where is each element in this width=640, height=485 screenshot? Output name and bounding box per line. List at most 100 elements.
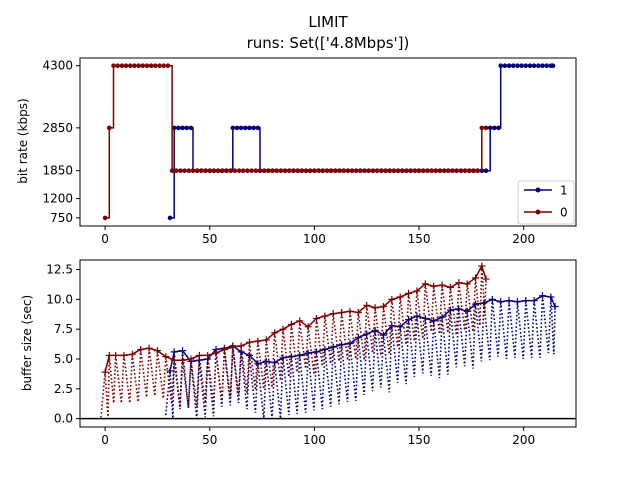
buffer-sawtooth-segment [156, 350, 167, 399]
bitrate-point [236, 168, 242, 173]
bitrate-point [536, 63, 541, 68]
bitrate-point [479, 125, 485, 131]
bitrate-point [425, 168, 430, 173]
buffer-sawtooth-segment [215, 349, 226, 401]
bitrate-point [176, 125, 181, 131]
bitrate-x-ticks: 0 50 100 150 200 [101, 226, 535, 246]
bitrate-point [337, 168, 342, 173]
buffer-point [482, 275, 490, 283]
buffer-point [472, 274, 480, 282]
buffer-y-tick-label: 0.0 [54, 412, 73, 426]
buffer-sawtooth-segment [365, 330, 376, 392]
buffer-sawtooth-segment [139, 348, 150, 398]
legend-label-series-1: 1 [560, 184, 568, 198]
bitrate-x-tick-label: 50 [202, 232, 217, 246]
bitrate-point [167, 215, 173, 221]
bitrate-point [358, 168, 363, 173]
bitrate-point [412, 168, 418, 173]
bitrate-point [253, 168, 259, 173]
bitrate-point [123, 63, 129, 68]
buffer-sawtooth-segment [198, 355, 209, 404]
bitrate-point [366, 168, 372, 173]
bitrate-point [506, 63, 512, 68]
buffer-x-tick-label: 50 [202, 433, 217, 447]
buffer-sawtooth-segment [248, 341, 259, 391]
buffer-point [212, 349, 220, 357]
buffer-y-tick-label: 7.5 [54, 322, 73, 336]
buffer-sawtooth-segment [104, 355, 111, 419]
buffer-point [312, 348, 320, 356]
bitrate-point [341, 168, 347, 173]
bitrate-point [349, 168, 355, 173]
bitrate-point [492, 125, 497, 131]
buffer-sawtooth-segment [407, 290, 418, 342]
bitrate-y-tick-label: 1200 [42, 192, 73, 206]
buffer-point [354, 334, 362, 342]
bitrate-point [527, 63, 533, 68]
bitrate-point [299, 168, 305, 173]
buffer-point [371, 326, 379, 334]
buffer-sawtooth-segment [424, 283, 435, 332]
bitrate-point [157, 63, 162, 68]
buffer-sawtooth-segment [223, 345, 234, 406]
buffer-point [279, 354, 287, 362]
buffer-sawtooth-segment [474, 302, 485, 362]
bitrate-point [408, 168, 414, 173]
buffer-point [371, 304, 379, 312]
bitrate-point [395, 168, 401, 173]
bitrate-y-axis-label: bit rate (kbps) [16, 98, 30, 183]
bitrate-point [115, 63, 120, 68]
buffer-sawtooth-segment [382, 299, 393, 355]
legend-marker-series-0 [535, 209, 541, 215]
bitrate-point [437, 168, 443, 173]
buffer-sawtooth-segment [349, 311, 360, 360]
bitrate-point [111, 63, 116, 68]
bitrate-point [387, 168, 393, 173]
buffer-sawtooth-segment [550, 296, 556, 355]
buffer-axes-frame [79, 259, 577, 428]
bitrate-point [487, 125, 493, 131]
bitrate-point [161, 63, 166, 68]
buffer-x-ticks: 0 50 100 150 200 [101, 427, 535, 447]
bitrate-point [240, 168, 246, 173]
buffer-sawtooth-segment [257, 339, 268, 389]
buffer-point [105, 351, 113, 359]
buffer-point [112, 351, 120, 359]
bitrate-point [107, 125, 112, 131]
bitrate-point [471, 168, 476, 173]
buffer-point [354, 308, 362, 316]
buffer-sawtooth-segment [441, 310, 452, 375]
bitrate-point [531, 63, 537, 68]
buffer-y-axis-label: buffer size (sec) [20, 295, 34, 391]
buffer-point [304, 349, 312, 357]
bitrate-point [153, 63, 158, 68]
buffer-sawtooth-segment [499, 300, 510, 360]
buffer-plot-area [80, 262, 576, 420]
buffer-point [304, 323, 312, 331]
bitrate-point [102, 215, 108, 221]
bitrate-point [374, 168, 380, 173]
bitrate-point [228, 168, 233, 173]
bitrate-point [255, 125, 261, 131]
bitrate-point [220, 168, 225, 173]
buffer-point [396, 293, 404, 301]
buffer-point [505, 297, 513, 305]
buffer-sawtooth-segment [491, 299, 502, 357]
buffer-sawtooth-segment [240, 342, 251, 394]
buffer-point [455, 279, 463, 287]
bitrate-point [148, 63, 154, 68]
buffer-point [195, 351, 203, 359]
buffer-sawtooth-segment [374, 330, 385, 388]
buffer-sawtooth-segment [399, 319, 410, 385]
buffer-point [497, 298, 505, 306]
buffer-y-ticks: 0.0 2.5 5.0 7.5 10.0 12.5 [46, 263, 80, 426]
buffer-point [463, 280, 471, 288]
bitrate-point [251, 125, 256, 131]
buffer-sawtooth-segment [206, 349, 217, 417]
buffer-point [413, 312, 421, 320]
buffer-point [488, 295, 496, 303]
buffer-point [254, 360, 262, 368]
bitrate-point [483, 125, 489, 131]
legend-box [517, 180, 575, 225]
